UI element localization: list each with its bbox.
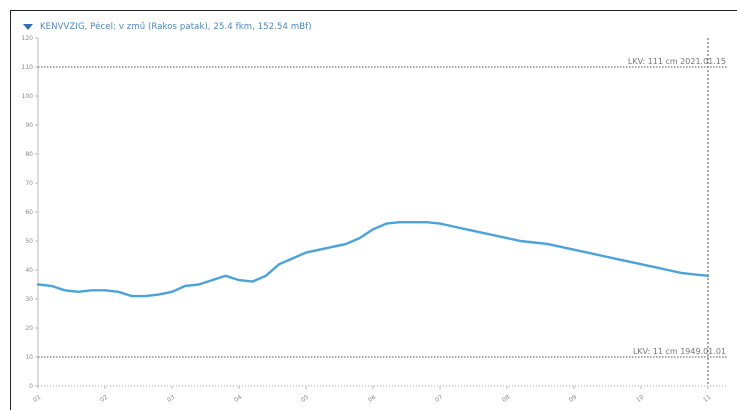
limit-layer: LKV: 111 cm 2021.01.15 LKV: 11 cm 1949.01… xyxy=(38,57,728,358)
x-tick-label: 05 xyxy=(300,394,310,404)
x-tick-label: 08 xyxy=(501,394,511,404)
chart-title: KENVVZIG, Pécel: v zmű (Rakos patak), 25… xyxy=(40,22,312,32)
x-tick-label: 06 xyxy=(367,394,377,404)
y-tick-label: 90 xyxy=(25,122,33,129)
chart-frame xyxy=(10,10,737,410)
y-tick-label: 80 xyxy=(25,151,33,158)
x-tick-label: 01 xyxy=(32,394,42,404)
y-tick-label: 20 xyxy=(25,325,33,332)
y-tick-label: 0 xyxy=(29,383,33,390)
y-tick-label: 30 xyxy=(25,296,33,303)
y-tick-label: 120 xyxy=(22,35,34,42)
chevron-down-icon[interactable] xyxy=(22,22,34,32)
y-tick-label: 110 xyxy=(22,64,34,71)
limit-label: LKV: 111 cm 2021.01.15 xyxy=(628,57,726,66)
y-tick-label: 50 xyxy=(25,238,33,245)
x-tick-label: 04 xyxy=(233,394,243,404)
y-tick-label: 60 xyxy=(25,209,33,216)
x-tick-label: 07 xyxy=(434,394,444,404)
series-layer xyxy=(36,221,710,298)
chart-header: KENVVZIG, Pécel: v zmű (Rakos patak), 25… xyxy=(22,19,312,35)
series-line xyxy=(36,221,710,298)
axis-layer: 0 10 20 30 40 50 60 70 80 90 100 110 120 01 02 03 04 05 06… xyxy=(22,35,728,404)
y-tick-label: 100 xyxy=(22,93,34,100)
limit-label: LKV: 11 cm 1949.01.01 xyxy=(633,347,726,356)
y-tick-label: 70 xyxy=(25,180,33,187)
x-tick-label: 03 xyxy=(166,394,176,404)
y-tick-label: 40 xyxy=(25,267,33,274)
x-tick-label: 09 xyxy=(568,394,578,404)
x-tick-label: 02 xyxy=(99,394,109,404)
x-tick-label: 11 xyxy=(702,394,712,404)
y-tick-label: 10 xyxy=(25,354,33,361)
x-tick-label: 10 xyxy=(635,394,645,404)
